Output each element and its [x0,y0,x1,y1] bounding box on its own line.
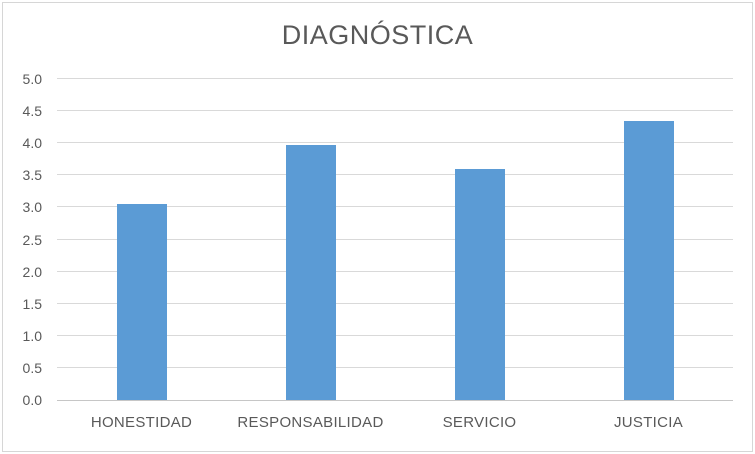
y-axis-tick-label: 5.0 [22,71,42,87]
y-axis-tick-label: 2.5 [22,231,42,248]
y-axis-tick-label: 4.0 [22,135,42,152]
y-axis-tick-label: 3.5 [22,167,42,184]
bar-justicia [623,120,674,400]
y-axis-tick-label: 0.5 [22,359,42,376]
bar-honestidad [116,204,167,400]
y-axis-tick-label: 1.5 [22,295,42,312]
x-axis-category-label: JUSTICIA [613,414,684,431]
plot-area [57,78,733,401]
gridline [57,174,733,176]
gridline [57,334,733,336]
gridline [57,270,733,272]
gridline [57,238,733,240]
gridline [57,206,733,208]
bar-responsabilidad [285,145,336,400]
chart-title: DIAGNÓSTICA [281,20,474,50]
x-axis-category-label: RESPONSABILIDAD [237,414,384,431]
gridline [57,110,733,112]
y-axis-tick-label: 2.0 [22,263,42,280]
y-axis-tick-label: 1.0 [22,327,42,344]
y-axis-tick-label: 3.0 [22,199,42,216]
gridline [57,302,733,304]
x-axis-category-label: SERVICIO [442,414,517,431]
y-axis-tick-label: 4.5 [22,103,42,120]
gridline [57,142,733,144]
y-axis: 0.0 0.5 1.0 1.5 2.0 2.5 3.0 3.5 4.0 4.5 5.0 [0,71,48,408]
y-axis-tick-label: 0.0 [22,392,42,408]
x-axis-category-label: HONESTIDAD [90,414,193,431]
gridline [57,78,733,79]
gridline [57,366,733,368]
bar-servicio [454,168,505,400]
x-axis: HONESTIDAD RESPONSABILIDAD SERVICIO JUSTICI… [57,400,733,440]
